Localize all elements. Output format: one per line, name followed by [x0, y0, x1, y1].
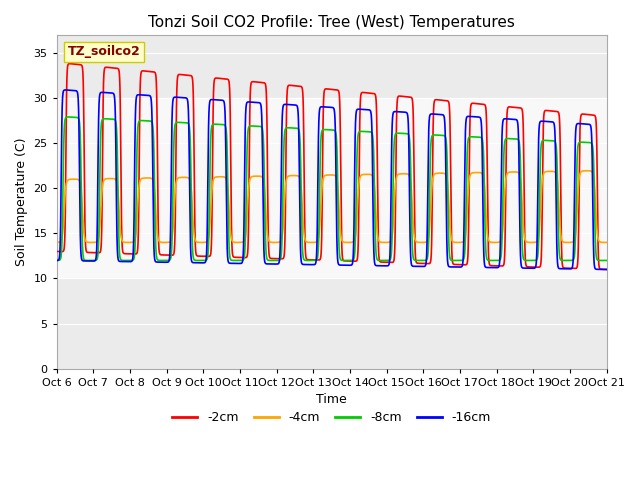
Title: Tonzi Soil CO2 Profile: Tree (West) Temperatures: Tonzi Soil CO2 Profile: Tree (West) Temp…	[148, 15, 515, 30]
Legend: -2cm, -4cm, -8cm, -16cm: -2cm, -4cm, -8cm, -16cm	[167, 406, 496, 429]
Bar	[57, 98, 607, 278]
Y-axis label: Soil Temperature (C): Soil Temperature (C)	[15, 138, 28, 266]
Text: TZ_soilco2: TZ_soilco2	[68, 45, 140, 59]
X-axis label: Time: Time	[316, 393, 347, 406]
